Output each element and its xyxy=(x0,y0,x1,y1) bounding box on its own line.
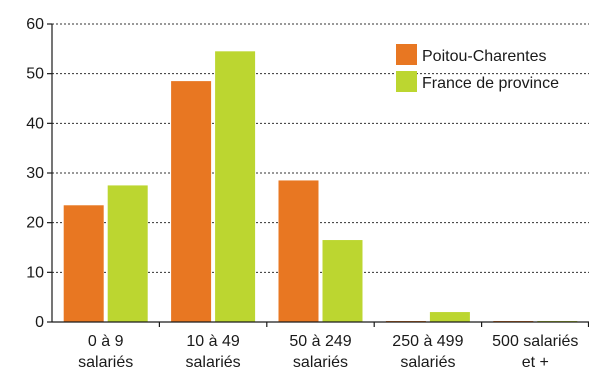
y-axis-ticks: 0 10 20 30 40 50 60 xyxy=(26,16,53,331)
y-tick-label: 40 xyxy=(26,115,44,132)
legend-label: France de province xyxy=(422,75,559,92)
x-tick-label: salariés xyxy=(400,354,455,371)
x-tick-label: 500 salariés xyxy=(492,333,578,350)
bar-france-de-province-3 xyxy=(429,312,470,322)
y-tick-label: 50 xyxy=(26,66,44,83)
legend-item: Poitou-Charentes xyxy=(396,44,547,65)
bars xyxy=(63,51,578,323)
x-tick-label: 10 à 49 xyxy=(186,333,239,350)
legend-swatch xyxy=(396,71,417,92)
bar-poitou-charentes-0 xyxy=(63,205,104,322)
y-tick-label: 60 xyxy=(26,16,44,33)
bar-france-de-province-1 xyxy=(215,51,256,323)
x-tick-label: salariés xyxy=(186,354,241,371)
legend: Poitou-Charentes France de province xyxy=(396,44,559,92)
x-axis-ticks: 0 à 9 salariés 10 à 49 salariés 50 à 249 sala… xyxy=(52,321,589,371)
bar-france-de-province-0 xyxy=(107,185,148,322)
y-tick-label: 30 xyxy=(26,165,44,182)
y-tick-label: 0 xyxy=(35,314,44,331)
bar-poitou-charentes-2 xyxy=(278,180,319,322)
y-tick-label: 20 xyxy=(26,215,44,232)
x-tick-label: salariés xyxy=(293,354,348,371)
x-tick-label: 50 à 249 xyxy=(289,333,351,350)
x-tick-label: salariés xyxy=(78,354,133,371)
legend-item: France de province xyxy=(396,71,559,92)
legend-swatch xyxy=(396,44,417,65)
y-tick-label: 10 xyxy=(26,264,44,281)
x-tick-label: 250 à 499 xyxy=(392,333,463,350)
legend-label: Poitou-Charentes xyxy=(422,48,547,65)
bar-poitou-charentes-1 xyxy=(171,81,212,322)
x-tick-label: et + xyxy=(522,354,549,371)
bar-france-de-province-2 xyxy=(322,240,363,322)
x-tick-label: 0 à 9 xyxy=(88,333,124,350)
